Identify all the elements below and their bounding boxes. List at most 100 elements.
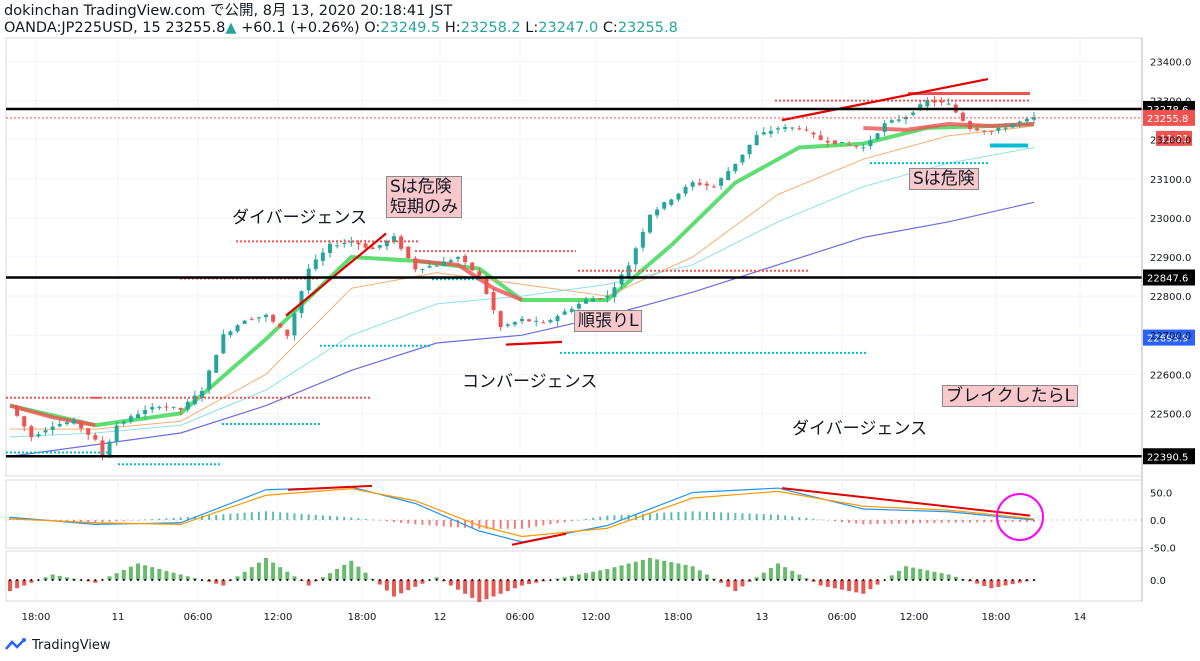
osc2-zero-dot	[37, 579, 40, 581]
candle-down	[484, 277, 489, 294]
osc2-zero-dot	[841, 579, 843, 581]
osc2-zero-dot	[1033, 579, 1035, 581]
candle-up	[128, 416, 133, 422]
osc2-bar	[598, 570, 603, 580]
osc2-bar	[1010, 580, 1015, 585]
osc2-zero-dot	[414, 579, 417, 581]
osc1-histogram-bar	[713, 512, 715, 520]
osc2-zero-dot	[193, 579, 196, 581]
candle-up	[1024, 118, 1029, 122]
osc1-histogram-bar	[919, 520, 922, 524]
osc2-bar	[832, 580, 837, 589]
candle-up	[733, 163, 738, 172]
osc1-histogram-bar	[620, 514, 623, 520]
candle-down	[847, 144, 852, 146]
candle-up	[192, 395, 197, 405]
candle-up	[868, 140, 873, 147]
osc2-zero-dot	[58, 579, 61, 581]
osc2-bar	[626, 563, 631, 580]
indicator-price-tag	[1143, 329, 1195, 346]
osc2-bar	[591, 571, 596, 580]
candle-down	[811, 132, 816, 135]
osc2-bar	[512, 580, 517, 589]
osc2-zero-dot	[122, 579, 125, 581]
candle-down	[818, 135, 823, 141]
candle-up	[292, 313, 297, 336]
osc1-histogram-bar	[833, 520, 836, 522]
osc2-bar	[989, 580, 994, 589]
osc2-bar	[349, 560, 354, 580]
candle-up	[683, 186, 688, 194]
osc2-zero-dot	[791, 579, 794, 581]
osc2-zero-dot	[585, 579, 587, 581]
candle-down	[164, 406, 169, 408]
osc1-histogram-bar	[698, 511, 701, 520]
osc2-bar	[107, 576, 112, 580]
candle-up	[342, 243, 347, 245]
osc2-zero-dot	[329, 579, 331, 581]
osc2-zero-dot	[869, 579, 872, 581]
osc2-bar	[278, 567, 283, 580]
osc2-zero-dot	[385, 579, 388, 581]
osc2-zero-dot	[905, 579, 907, 581]
candle-up	[918, 104, 923, 110]
osc2-bar	[214, 580, 219, 584]
osc2-bar	[292, 576, 297, 580]
osc2-bar	[328, 573, 332, 580]
osc1-histogram-bar	[990, 520, 993, 523]
candle-up	[548, 320, 553, 323]
osc2-zero-dot	[272, 579, 275, 581]
trendline	[505, 340, 563, 346]
osc2-zero-dot	[961, 579, 964, 581]
moving-averages	[9, 122, 1035, 457]
price-tick-label: 23300.0	[1150, 97, 1191, 108]
tradingview-logo-icon	[5, 638, 26, 650]
osc2-zero-dot	[9, 579, 11, 581]
candle-down	[832, 140, 837, 144]
trendline	[285, 232, 387, 317]
osc1-trendline	[781, 487, 1031, 517]
candle-up	[662, 202, 667, 209]
osc2-bar	[655, 559, 660, 580]
candle-up	[264, 314, 268, 318]
candle-down	[527, 319, 532, 322]
osc2-bar	[911, 567, 916, 580]
price-tick-label: 23400.0	[1150, 57, 1191, 68]
osc1-histogram-bar	[762, 514, 765, 520]
osc2-zero-dot	[1025, 579, 1028, 581]
osc2-zero-dot	[748, 579, 751, 581]
candle-up	[1017, 121, 1022, 124]
osc1-histogram-bar	[570, 520, 573, 522]
candle-down	[271, 314, 276, 322]
osc2-bar	[584, 573, 588, 580]
osc1-histogram-bar	[755, 513, 758, 520]
symbol-name: OANDA:JP225USD, 15	[4, 20, 161, 36]
osc2-zero-dot	[933, 579, 936, 581]
osc1-histogram-bar	[186, 516, 189, 520]
candle-up	[534, 320, 539, 322]
osc1-histogram-bar	[641, 513, 644, 520]
osc1-histogram-bar	[215, 514, 218, 520]
osc2-zero-dot	[698, 579, 701, 581]
osc2-zero-dot	[144, 579, 147, 581]
candle-up	[776, 128, 780, 130]
osc1-histogram-bar	[314, 514, 317, 520]
osc2-zero-dot	[129, 579, 132, 581]
osc1-histogram-bar	[257, 511, 260, 520]
osc2-bar	[178, 574, 183, 580]
osc2-zero-dot	[279, 579, 282, 581]
osc2-bar	[840, 580, 844, 590]
oscillator-pane-1: 50.0 0.0 -50.0	[6, 484, 1176, 555]
osc1-histogram-bar	[428, 520, 431, 526]
osc1-histogram-bar	[371, 519, 374, 521]
osc2-zero-dot	[265, 579, 267, 581]
time-tick-label: 12:00	[582, 612, 611, 623]
osc2-zero-dot	[499, 579, 502, 581]
candle-down	[363, 243, 368, 248]
osc2-zero-dot	[855, 579, 858, 581]
osc2-zero-dot	[563, 579, 566, 581]
osc2-bar	[676, 563, 681, 580]
osc1-histogram-bar	[848, 520, 851, 523]
candle-up	[626, 265, 631, 277]
